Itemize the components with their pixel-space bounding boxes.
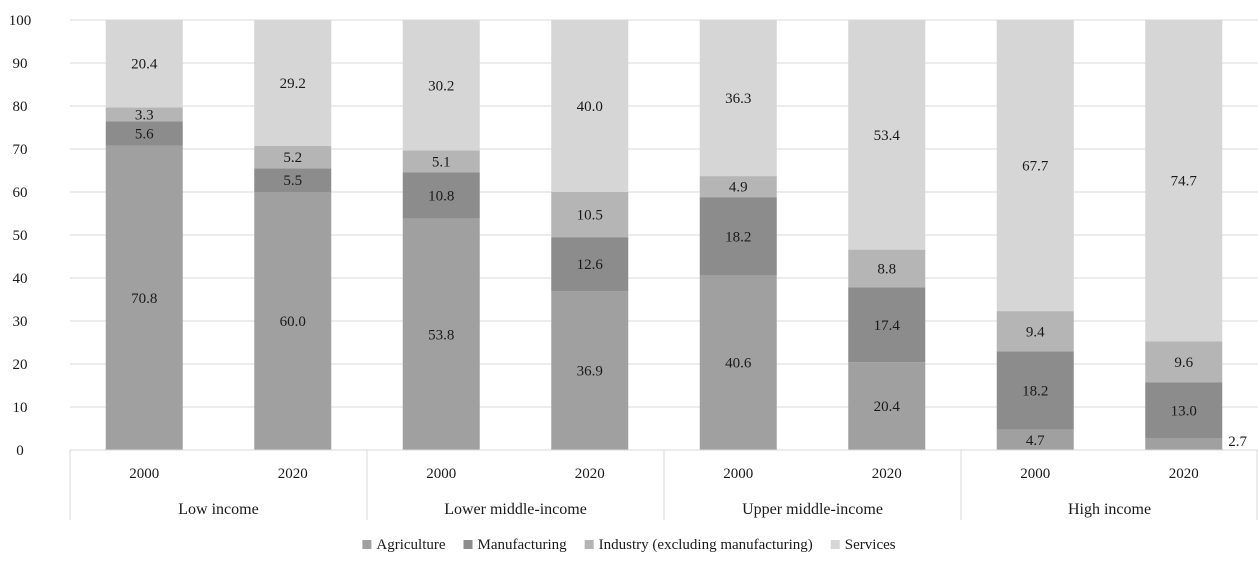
data-label: 74.7: [1171, 174, 1198, 190]
data-label: 17.4: [874, 318, 901, 334]
data-label: 18.2: [725, 229, 751, 245]
data-label: 12.6: [577, 257, 604, 273]
data-label: 8.8: [877, 262, 896, 278]
data-label: 5.1: [432, 154, 451, 170]
data-label: 53.4: [874, 128, 901, 144]
y-tick-label: 0: [16, 443, 24, 459]
data-label: 60.0: [280, 314, 306, 330]
legend-label: Manufacturing: [478, 537, 568, 553]
y-tick-label: 50: [13, 228, 28, 244]
y-tick-label: 40: [13, 271, 28, 287]
group-label: Low income: [178, 501, 258, 518]
x-tick-label: 2000: [426, 466, 456, 482]
legend-swatch: [464, 540, 473, 549]
data-label: 36.9: [577, 364, 603, 380]
data-label: 40.0: [577, 99, 603, 115]
y-tick-label: 100: [9, 13, 32, 29]
legend-swatch: [585, 540, 594, 549]
data-label: 2.7: [1228, 434, 1247, 450]
data-label: 5.2: [283, 150, 302, 166]
group-label: Lower middle-income: [444, 501, 587, 518]
data-label: 20.4: [874, 399, 901, 415]
y-tick-label: 20: [13, 357, 28, 373]
y-tick-label: 80: [13, 99, 28, 115]
data-label: 10.5: [577, 208, 603, 224]
x-tick-label: 2000: [1020, 466, 1050, 482]
data-label: 5.6: [135, 127, 154, 143]
legend-swatch: [362, 540, 371, 549]
y-tick-label: 90: [13, 56, 28, 72]
data-label: 9.4: [1026, 324, 1045, 340]
x-tick-label: 2000: [723, 466, 753, 482]
data-label: 29.2: [280, 76, 306, 92]
x-tick-label: 2020: [1169, 466, 1199, 482]
data-label: 4.7: [1026, 433, 1045, 449]
group-label: Upper middle-income: [742, 501, 883, 518]
data-label: 40.6: [725, 356, 752, 372]
data-label: 4.9: [729, 180, 748, 196]
legend-label: Services: [845, 537, 896, 553]
data-label: 10.8: [428, 188, 454, 204]
y-tick-label: 30: [13, 314, 28, 330]
data-label: 20.4: [131, 56, 158, 72]
data-label: 9.6: [1174, 355, 1193, 371]
y-tick-label: 60: [13, 185, 28, 201]
legend-label: Industry (excluding manufacturing): [599, 537, 813, 553]
data-label: 3.3: [135, 107, 154, 123]
data-label: 30.2: [428, 78, 454, 94]
x-tick-label: 2020: [278, 466, 308, 482]
y-tick-label: 70: [13, 142, 28, 158]
data-label: 67.7: [1022, 159, 1049, 175]
data-label: 13.0: [1171, 403, 1197, 419]
group-label: High income: [1068, 501, 1151, 518]
data-label: 53.8: [428, 327, 454, 343]
data-label: 18.2: [1022, 384, 1048, 400]
bar-segment: [1145, 438, 1222, 450]
data-label: 70.8: [131, 291, 157, 307]
x-tick-label: 2020: [872, 466, 902, 482]
y-tick-label: 10: [13, 400, 28, 416]
legend-swatch: [831, 540, 840, 549]
data-label: 5.5: [283, 173, 302, 189]
legend-label: Agriculture: [376, 537, 445, 553]
x-tick-label: 2000: [129, 466, 159, 482]
data-label: 36.3: [725, 91, 751, 107]
x-tick-label: 2020: [575, 466, 605, 482]
